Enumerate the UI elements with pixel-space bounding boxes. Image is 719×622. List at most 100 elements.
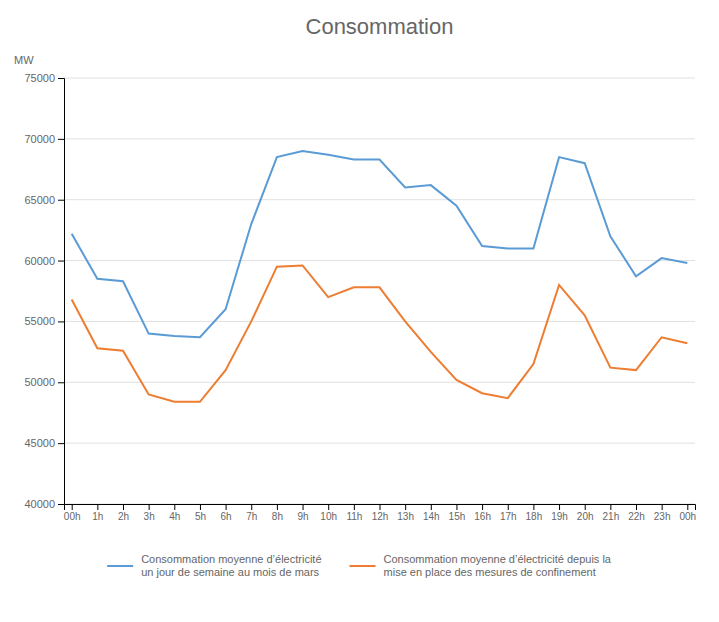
y-tick-mark (58, 261, 64, 262)
x-tick-mark (482, 504, 483, 510)
grid-line (64, 78, 695, 79)
x-tick: 7h (246, 504, 257, 522)
y-tick: 70000 (24, 133, 64, 145)
y-tick-mark (58, 321, 64, 322)
y-tick-mark (58, 139, 64, 140)
x-tick-mark (431, 504, 432, 510)
x-tick-label: 15h (449, 511, 466, 522)
legend-swatch (350, 565, 376, 567)
x-tick: 23h (654, 504, 671, 522)
chart: 4000045000500005500060000650007000075000… (0, 0, 719, 622)
grid-line (64, 138, 695, 139)
x-tick: 11h (346, 504, 362, 522)
x-tick-label: 23h (654, 511, 671, 522)
x-tick: 21h (603, 504, 620, 522)
x-tick-mark (72, 504, 73, 510)
y-tick-label: 50000 (24, 376, 55, 388)
legend-label: Consommation moyenne d’électricitéun jou… (141, 553, 321, 578)
x-tick-mark (303, 504, 304, 510)
x-tick: 22h (628, 504, 645, 522)
x-tick: 20h (577, 504, 594, 522)
x-tick: 00h (64, 504, 81, 522)
x-tick: 12h (372, 504, 389, 522)
y-tick-mark (58, 200, 64, 201)
y-tick: 50000 (24, 376, 64, 388)
x-axis: 00h1h2h3h4h5h6h7h8h9h10h11h12h13h14h15h1… (64, 504, 696, 522)
y-tick-mark (58, 78, 64, 79)
x-tick-mark (508, 504, 509, 510)
x-tick: 3h (144, 504, 155, 522)
x-tick-mark (456, 504, 457, 510)
x-tick-label: 19h (551, 511, 568, 522)
y-tick-label: 45000 (24, 437, 55, 449)
x-tick: 8h (272, 504, 283, 522)
y-label: MW (14, 54, 34, 66)
x-tick-label: 14h (423, 511, 440, 522)
x-tick-label: 18h (526, 511, 543, 522)
y-axis: 4000045000500005500060000650007000075000 (24, 72, 64, 510)
x-tick-mark (636, 504, 637, 510)
x-tick: 4h (169, 504, 180, 522)
x-tick-mark (149, 504, 150, 510)
x-tick: 16h (474, 504, 491, 522)
y-tick-label: 65000 (24, 194, 55, 206)
grid-line (64, 382, 695, 383)
title: Consommation (306, 14, 454, 39)
x-tick: 00h (679, 504, 696, 522)
y-tick-label: 60000 (24, 255, 55, 267)
series-line (72, 265, 688, 401)
x-tick-label: 00h (64, 511, 81, 522)
x-tick: 10h (320, 504, 337, 522)
grid-line (64, 260, 695, 261)
grid-line (64, 443, 695, 444)
x-tick-mark (354, 504, 355, 510)
x-tick: 6h (221, 504, 232, 522)
y-tick-mark (58, 443, 64, 444)
x-tick-label: 6h (221, 511, 232, 522)
x-tick-mark (251, 504, 252, 510)
y-axis-line (58, 79, 65, 505)
x-tick-label: 3h (144, 511, 155, 522)
x-tick: 18h (526, 504, 543, 522)
x-tick-mark (277, 504, 278, 510)
y-tick-mark (58, 504, 64, 505)
x-tick: 15h (449, 504, 466, 522)
x-tick-mark (610, 504, 611, 510)
x-tick-mark (174, 504, 175, 510)
x-tick-mark (662, 504, 663, 510)
y-tick-label: 40000 (24, 498, 55, 510)
x-tick-mark (533, 504, 534, 510)
x-tick-label: 17h (500, 511, 517, 522)
x-tick-label: 11h (346, 511, 362, 522)
x-tick-mark (559, 504, 560, 510)
x-axis-line (65, 505, 696, 511)
x-tick-label: 21h (603, 511, 620, 522)
x-tick-label: 16h (474, 511, 491, 522)
x-tick: 17h (500, 504, 517, 522)
x-tick-label: 13h (397, 511, 414, 522)
x-tick: 1h (92, 504, 103, 522)
x-tick-label: 1h (92, 511, 103, 522)
lines (72, 151, 688, 402)
x-tick-label: 8h (272, 511, 283, 522)
x-tick-label: 00h (679, 511, 696, 522)
grid-line (64, 321, 695, 322)
y-tick: 65000 (24, 194, 64, 206)
legend: Consommation moyenne d’électricitéun jou… (107, 553, 612, 578)
x-tick: 2h (118, 504, 129, 522)
x-tick-mark (380, 504, 381, 510)
x-tick-label: 7h (246, 511, 257, 522)
y-tick-label: 70000 (24, 133, 55, 145)
x-tick: 19h (551, 504, 568, 522)
x-tick-label: 9h (297, 511, 308, 522)
y-tick: 45000 (24, 437, 64, 449)
x-tick: 14h (423, 504, 440, 522)
legend-label: Consommation moyenne d’électricité depui… (384, 553, 612, 578)
x-tick-label: 10h (320, 511, 337, 522)
legend-swatch (107, 565, 133, 567)
x-tick-mark (226, 504, 227, 510)
x-tick-mark (687, 504, 688, 510)
y-tick-label: 55000 (24, 315, 55, 327)
y-tick: 60000 (24, 255, 64, 267)
grid-line (64, 199, 695, 200)
